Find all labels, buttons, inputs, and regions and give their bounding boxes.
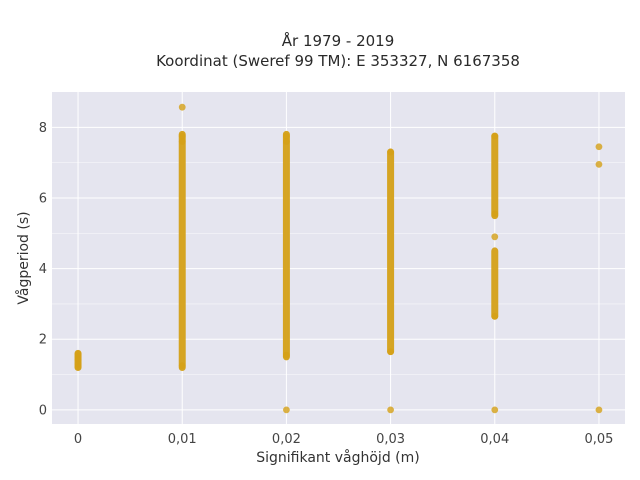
- data-point: [491, 406, 499, 414]
- y-tick-label: 8: [39, 121, 47, 136]
- y-axis-label: Vågperiod (s): [15, 211, 32, 304]
- x-tick-label: 0: [74, 432, 82, 447]
- x-axis-label: Signifikant våghöjd (m): [256, 449, 419, 466]
- y-tick-label: 6: [39, 191, 47, 206]
- data-point: [283, 132, 290, 140]
- y-tick-label: 4: [39, 262, 47, 277]
- chart-title: År 1979 - 2019: [282, 31, 395, 50]
- x-axis-ticks: 0 0,01 0,02 0,03 0,04 0,05: [74, 432, 614, 447]
- data-point: [283, 351, 290, 359]
- x-tick-label: 0,03: [376, 432, 405, 447]
- data-point: [595, 143, 603, 151]
- data-point: [491, 312, 499, 320]
- data-point: [595, 406, 603, 414]
- data-point: [74, 350, 82, 358]
- data-point: [491, 233, 499, 241]
- data-point: [178, 103, 186, 111]
- data-point: [387, 348, 394, 355]
- data-point: [595, 161, 603, 168]
- chart-subtitle: Koordinat (Sweref 99 TM): E 353327, N 61…: [156, 52, 520, 70]
- data-points: [74, 103, 603, 414]
- plot-area: [52, 92, 625, 424]
- data-point: [178, 132, 186, 140]
- data-point: [178, 362, 186, 370]
- x-tick-label: 0,05: [584, 432, 613, 447]
- data-point: [387, 406, 394, 414]
- y-axis-ticks: 0 2 4 6 8: [39, 121, 47, 419]
- data-point: [491, 132, 499, 140]
- data-point: [283, 406, 290, 414]
- x-tick-label: 0,01: [168, 432, 197, 447]
- data-point: [178, 138, 186, 145]
- data-point: [387, 148, 394, 156]
- y-tick-label: 0: [39, 403, 47, 418]
- y-tick-label: 2: [39, 333, 47, 348]
- data-point: [283, 138, 290, 145]
- x-tick-label: 0,02: [272, 432, 301, 447]
- data-point: [491, 210, 499, 218]
- x-tick-label: 0,04: [480, 432, 509, 447]
